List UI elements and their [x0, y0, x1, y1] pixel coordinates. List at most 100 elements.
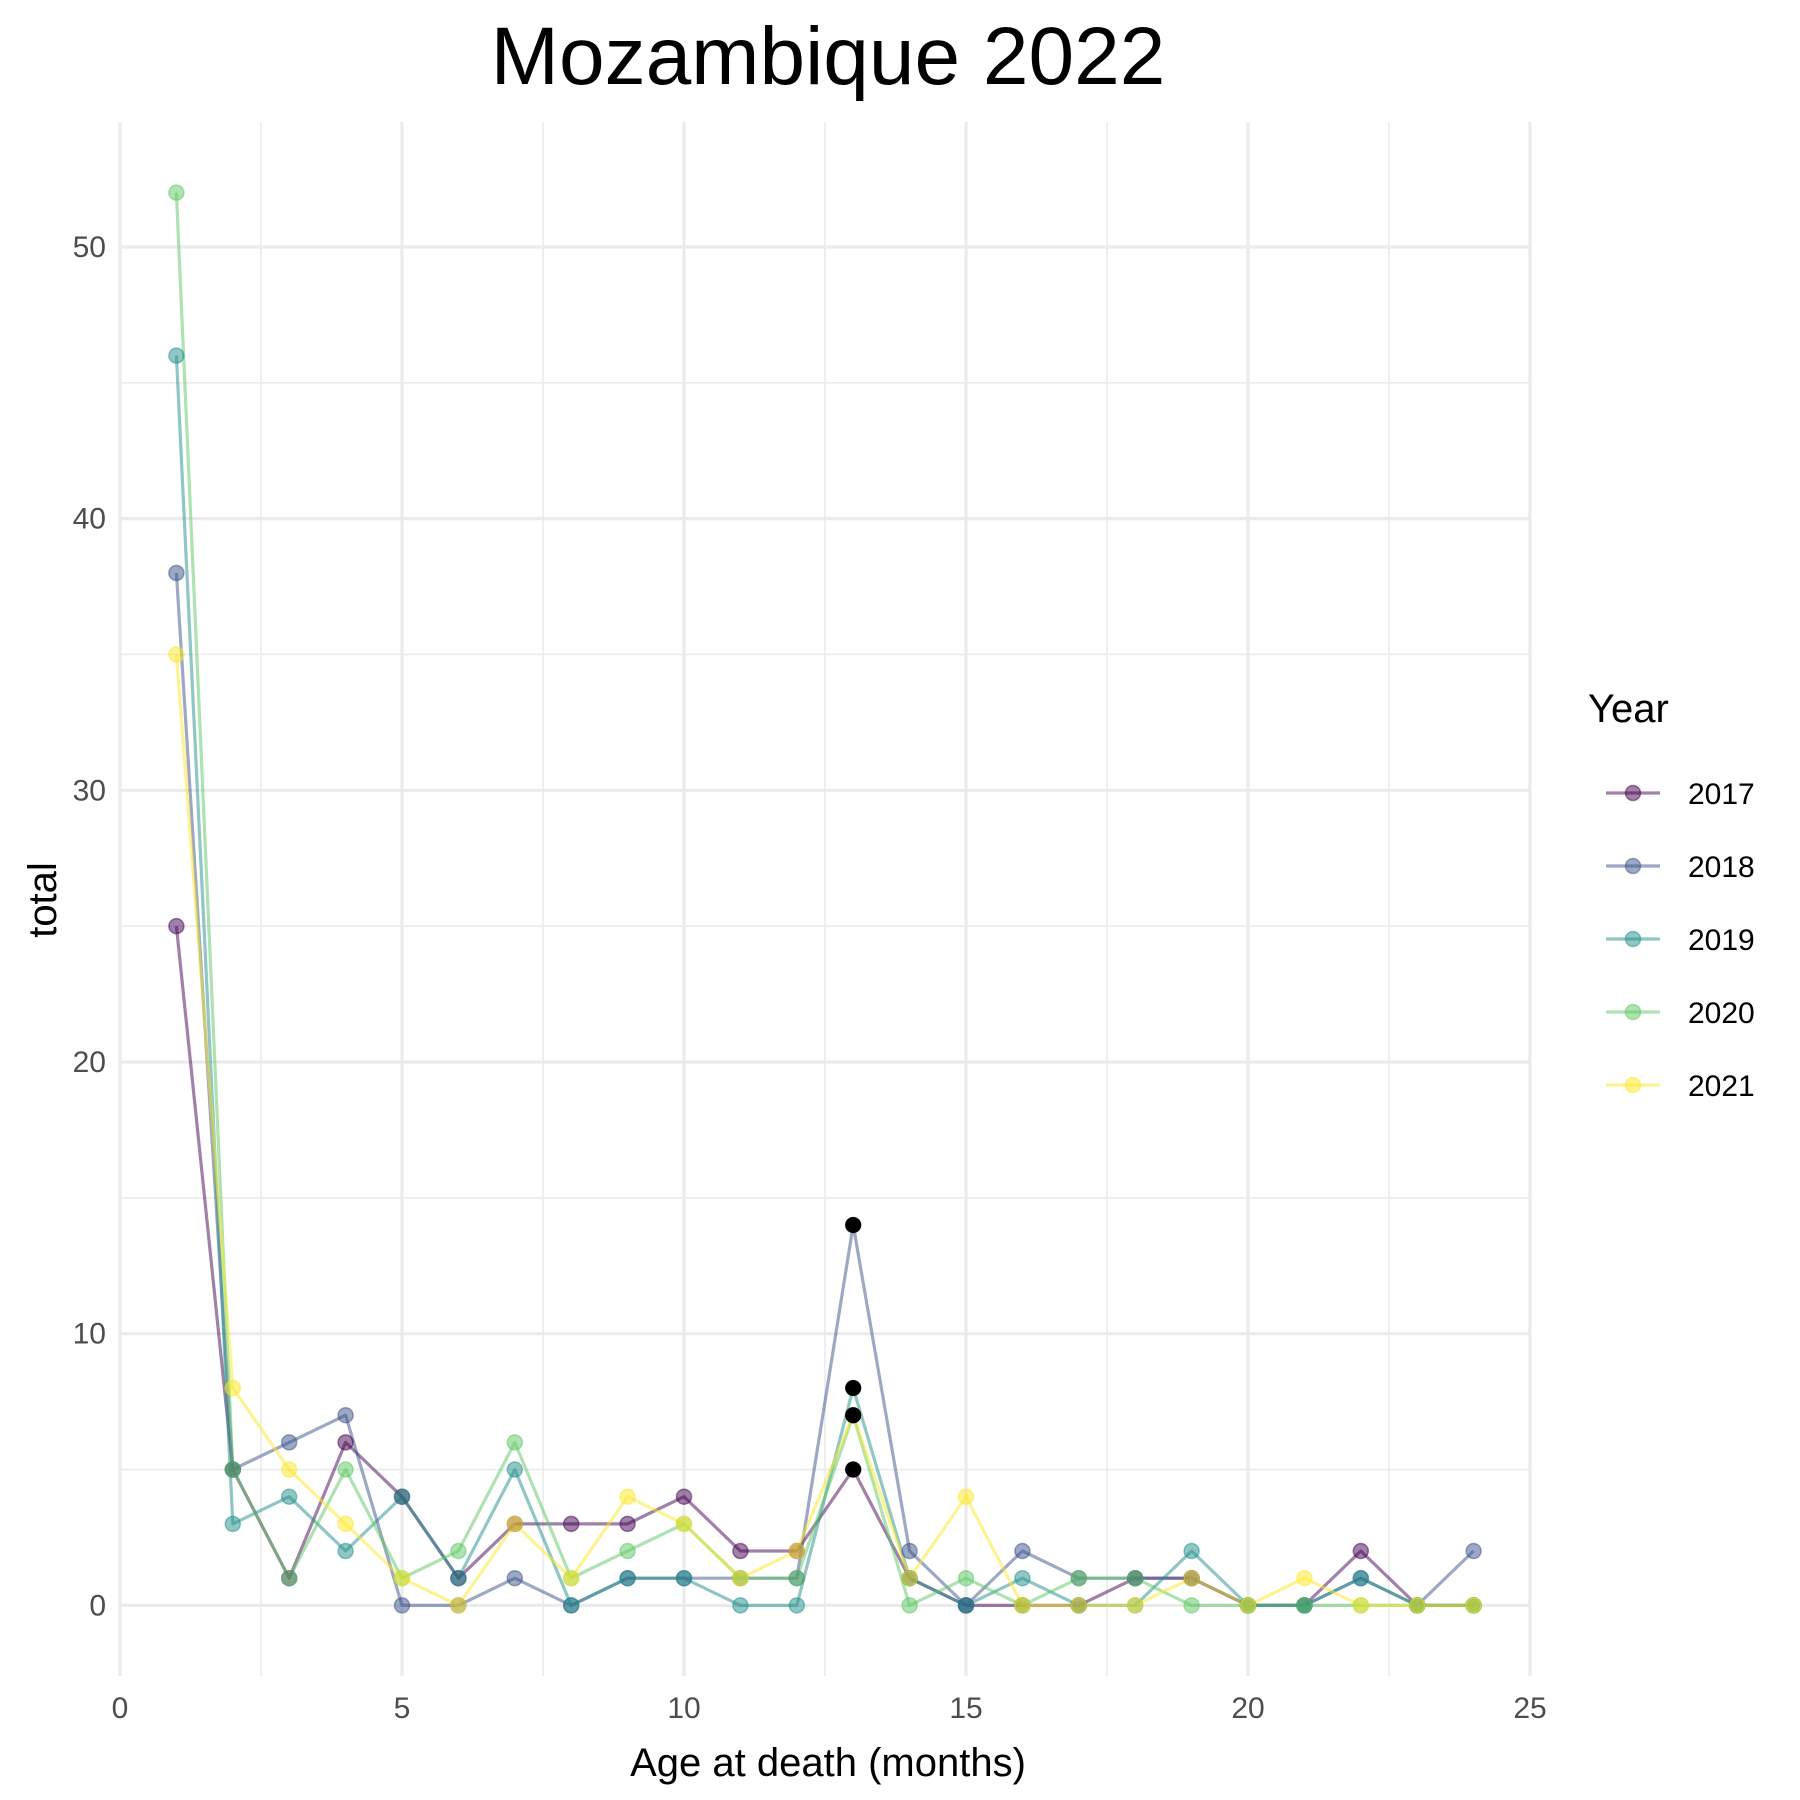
- x-axis-title: Age at death (months): [630, 1741, 1026, 1785]
- data-point-2019: [224, 1515, 242, 1533]
- series-line-2020: [174, 192, 1474, 1607]
- data-point-2021: [562, 1569, 580, 1587]
- grid: [118, 122, 1532, 1676]
- data-point-2017: [675, 1488, 693, 1505]
- data-point-2021: [957, 1488, 975, 1505]
- data-point-2017: [562, 1515, 580, 1533]
- y-tick-label: 10: [73, 1318, 106, 1351]
- legend-key-point: [1624, 857, 1642, 875]
- data-point-2018: [901, 1542, 918, 1560]
- legend-label: 2017: [1688, 778, 1755, 811]
- data-point-2020: [224, 1461, 242, 1478]
- y-axis-ticks: 0 10 20 30 40 50: [73, 231, 106, 1622]
- y-tick-label: 40: [73, 503, 106, 536]
- data-point-2019: [1183, 1542, 1200, 1560]
- legend-title: Year: [1588, 687, 1669, 731]
- data-point-2021: [506, 1515, 524, 1533]
- data-point-2021: [1070, 1597, 1088, 1614]
- x-tick-label: 20: [1231, 1692, 1264, 1725]
- legend: Year 2017 2018 2019 2020 2021: [1588, 687, 1755, 1103]
- highlight-point-2017: [845, 1461, 862, 1478]
- data-point-2020: [506, 1434, 524, 1451]
- data-point-2021: [393, 1569, 411, 1587]
- data-point-2017: [168, 917, 185, 935]
- legend-label: 2019: [1688, 924, 1755, 957]
- data-point-2021: [280, 1461, 298, 1478]
- x-tick-label: 15: [949, 1692, 982, 1725]
- data-point-2021: [1239, 1597, 1257, 1614]
- x-tick-label: 25: [1513, 1692, 1546, 1725]
- data-point-2021: [619, 1488, 636, 1505]
- x-tick-label: 5: [394, 1692, 411, 1725]
- data-point-2021: [1014, 1597, 1031, 1614]
- y-tick-label: 20: [73, 1046, 106, 1079]
- data-point-2021: [1126, 1597, 1144, 1614]
- data-point-2021: [732, 1569, 749, 1587]
- data-point-2018: [280, 1434, 298, 1451]
- data-point-2021: [450, 1597, 467, 1614]
- data-point-2020: [1070, 1569, 1088, 1587]
- data-point-2017: [1352, 1542, 1370, 1560]
- legend-key-point: [1624, 1003, 1642, 1021]
- data-point-2020: [619, 1542, 636, 1560]
- data-point-2021: [675, 1515, 693, 1533]
- series-line-2021: [174, 654, 1474, 1607]
- data-point-2019: [1352, 1569, 1370, 1587]
- data-point-2020: [957, 1569, 975, 1587]
- data-point-2019: [450, 1569, 467, 1587]
- legend-item-2018: 2018: [1606, 851, 1755, 884]
- legend-label: 2018: [1688, 851, 1755, 884]
- legend-key-point: [1624, 1076, 1642, 1094]
- data-point-2021: [901, 1569, 918, 1587]
- data-point-2018: [393, 1597, 411, 1614]
- x-axis-ticks: 0 5 10 15 20 25: [112, 1692, 1547, 1725]
- data-point-2019: [619, 1569, 636, 1587]
- data-point-2020: [337, 1461, 354, 1478]
- data-point-2020: [1296, 1597, 1313, 1614]
- data-point-2021: [1465, 1597, 1482, 1614]
- data-point-2018: [337, 1406, 354, 1424]
- data-point-2019: [957, 1597, 975, 1614]
- data-point-2019: [732, 1597, 749, 1614]
- data-point-2020: [1126, 1569, 1144, 1587]
- x-tick-label: 10: [667, 1692, 700, 1725]
- legend-label: 2021: [1688, 1070, 1755, 1103]
- data-point-2021: [337, 1515, 354, 1533]
- data-point-2018: [1014, 1542, 1031, 1560]
- data-point-2020: [788, 1569, 806, 1587]
- y-tick-label: 30: [73, 774, 106, 807]
- data-point-2019: [788, 1597, 806, 1614]
- legend-item-2021: 2021: [1606, 1070, 1755, 1103]
- data-point-2019: [562, 1597, 580, 1614]
- data-point-2019: [506, 1461, 524, 1478]
- y-tick-label: 50: [73, 231, 106, 264]
- data-point-2021: [224, 1379, 242, 1397]
- data-point-2020: [168, 184, 185, 201]
- series-lines: [174, 192, 1475, 1607]
- data-point-2017: [337, 1434, 354, 1451]
- highlight-points: [845, 1217, 862, 1478]
- data-point-2020: [450, 1542, 467, 1560]
- highlight-point-2018: [845, 1217, 862, 1234]
- data-point-2019: [280, 1488, 298, 1505]
- data-point-2017: [619, 1515, 636, 1533]
- legend-key-point: [1624, 784, 1642, 802]
- y-tick-label: 0: [89, 1589, 106, 1622]
- data-point-2021: [1352, 1597, 1370, 1614]
- data-point-2021: [1408, 1597, 1426, 1614]
- chart-title: Mozambique 2022: [491, 11, 1166, 102]
- data-point-2021: [168, 646, 185, 663]
- data-point-2018: [168, 564, 185, 582]
- data-point-2018: [1465, 1542, 1482, 1560]
- data-point-2021: [1183, 1569, 1200, 1587]
- data-point-2019: [168, 347, 185, 364]
- data-point-2019: [337, 1542, 354, 1560]
- y-axis-title: total: [21, 862, 65, 938]
- x-tick-label: 0: [112, 1692, 129, 1725]
- legend-key-point: [1624, 930, 1642, 948]
- data-point-2020: [1183, 1597, 1200, 1614]
- highlight-point-2019: [845, 1380, 862, 1397]
- data-point-2019: [675, 1569, 693, 1587]
- data-point-2020: [901, 1597, 918, 1614]
